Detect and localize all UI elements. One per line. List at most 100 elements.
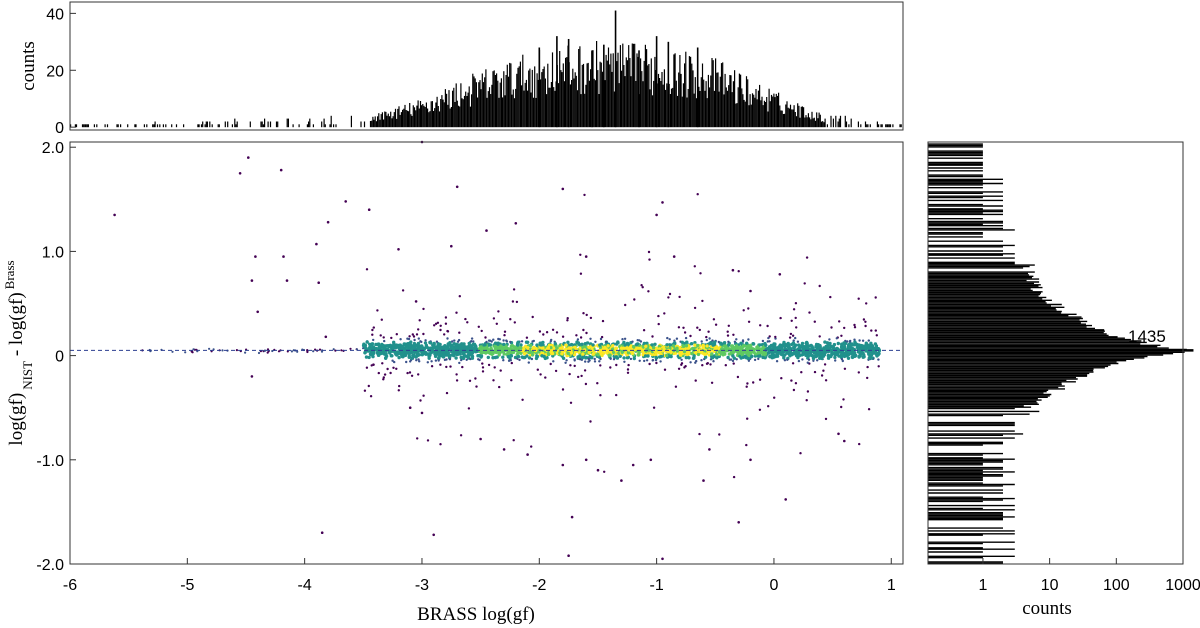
scatter-point (690, 351, 694, 356)
scatter-point (619, 346, 624, 350)
scatter-point (741, 344, 746, 348)
scatter-point (797, 346, 802, 351)
scatter-point (375, 351, 379, 355)
scatter-point (555, 331, 559, 334)
scatter-point (380, 318, 383, 321)
scatter-point (480, 329, 483, 333)
scatter-point (457, 348, 461, 353)
scatter-point (833, 355, 837, 360)
scatter-point (707, 330, 710, 333)
scatter-point (640, 284, 643, 287)
scatter-point (675, 349, 679, 353)
scatter-point (560, 352, 564, 356)
scatter-point (397, 355, 401, 360)
scatter-point (831, 351, 835, 355)
scatter-point (642, 329, 646, 332)
scatter-point (477, 358, 480, 361)
scatter-point (794, 302, 798, 305)
scatter-point (794, 382, 798, 385)
scatter-point (470, 356, 475, 360)
scatter-point (792, 339, 795, 342)
scatter-point (587, 357, 590, 361)
scatter-point (371, 328, 374, 332)
scatter-outlier (324, 335, 328, 339)
scatter-point (457, 338, 461, 342)
scatter-point (813, 320, 816, 323)
scatter-point (810, 353, 814, 358)
scatter-point (709, 363, 712, 366)
scatter-point (426, 439, 430, 442)
scatter-point (724, 364, 727, 367)
scatter-point (607, 353, 611, 357)
scatter-point (864, 324, 867, 328)
top-histogram-panel: 0 20 40 counts (18, 1, 904, 137)
scatter-point (691, 356, 696, 360)
scatter-point (561, 335, 565, 338)
scatter-point (749, 350, 754, 354)
top-histogram-y-title: counts (18, 41, 39, 91)
scatter-points (113, 140, 882, 561)
scatter-point (379, 334, 382, 337)
scatter-point (618, 354, 622, 358)
scatter-point (486, 355, 490, 360)
peak-count-label: 1435 (1128, 327, 1166, 346)
scatter-point (417, 337, 420, 340)
scatter-point (837, 354, 841, 358)
scatter-point (820, 374, 824, 377)
scatter-point (794, 351, 799, 355)
scatter-outlier (784, 498, 787, 501)
scatter-x-tick-label: 1 (887, 577, 896, 594)
scatter-point (472, 340, 475, 343)
scatter-x-ticks: -6 -5 -4 -3 -2 -1 0 1 (63, 558, 896, 594)
scatter-outlier (526, 453, 529, 456)
scatter-point (788, 336, 792, 339)
scatter-point (412, 335, 416, 338)
scatter-point (458, 331, 461, 334)
scatter-outlier (414, 300, 418, 303)
scatter-point (609, 366, 612, 369)
scatter-point (705, 338, 708, 342)
scatter-point (866, 376, 869, 380)
scatter-point (856, 347, 861, 351)
scatter-point (657, 314, 660, 318)
svg-text:log(gf)NIST - log(gf)Brass: log(gf) NIST - log(gf) Brass (2, 260, 35, 445)
scatter-point (821, 353, 825, 358)
scatter-point (542, 333, 545, 336)
scatter-point (603, 470, 606, 473)
scatter-point (621, 338, 624, 341)
scatter-point (802, 344, 806, 349)
scatter-point (713, 346, 718, 351)
scatter-point (659, 360, 662, 363)
scatter-point (648, 362, 651, 366)
scatter-point (257, 351, 261, 355)
scatter-point (701, 364, 704, 367)
scatter-point (171, 350, 174, 353)
scatter-point (733, 340, 737, 343)
scatter-outlier (584, 255, 588, 258)
scatter-point (477, 325, 480, 328)
scatter-point (415, 359, 418, 362)
scatter-point (730, 344, 734, 348)
scatter-point (710, 352, 714, 356)
scatter-point (446, 330, 450, 333)
scatter-point (382, 378, 385, 381)
scatter-y-tick-label: 2.0 (42, 140, 64, 157)
scatter-point (424, 339, 427, 342)
scatter-point (767, 345, 772, 349)
scatter-point (800, 341, 805, 346)
scatter-outlier (238, 172, 242, 175)
scatter-point (508, 351, 512, 355)
scatter-point (767, 336, 770, 340)
scatter-point (452, 342, 456, 346)
scatter-point (750, 354, 754, 358)
scatter-point (646, 354, 650, 358)
scatter-point (866, 365, 869, 369)
scatter-point (624, 303, 627, 307)
scatter-point (404, 345, 408, 349)
scatter-point (520, 340, 524, 343)
scatter-point (816, 359, 819, 362)
scatter-point (846, 343, 851, 348)
scatter-point (382, 336, 385, 339)
scatter-point (589, 420, 592, 423)
scatter-point (781, 343, 786, 347)
